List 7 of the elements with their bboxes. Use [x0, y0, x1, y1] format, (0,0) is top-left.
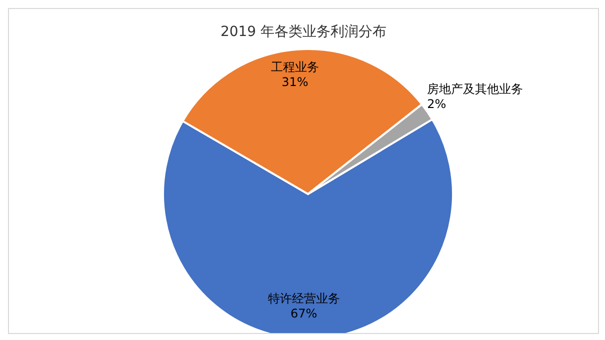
slice-label: 工程业务 [270, 60, 319, 74]
slice-label: 特许经营业务 [268, 292, 340, 306]
slice-label: 房地产及其他业务 [427, 82, 524, 96]
data-label: 31% [282, 74, 308, 89]
chart-title: 2019 年各类业务利润分布 [219, 23, 388, 41]
data-label: 67% [290, 306, 318, 321]
data-label: 2% [427, 96, 446, 111]
